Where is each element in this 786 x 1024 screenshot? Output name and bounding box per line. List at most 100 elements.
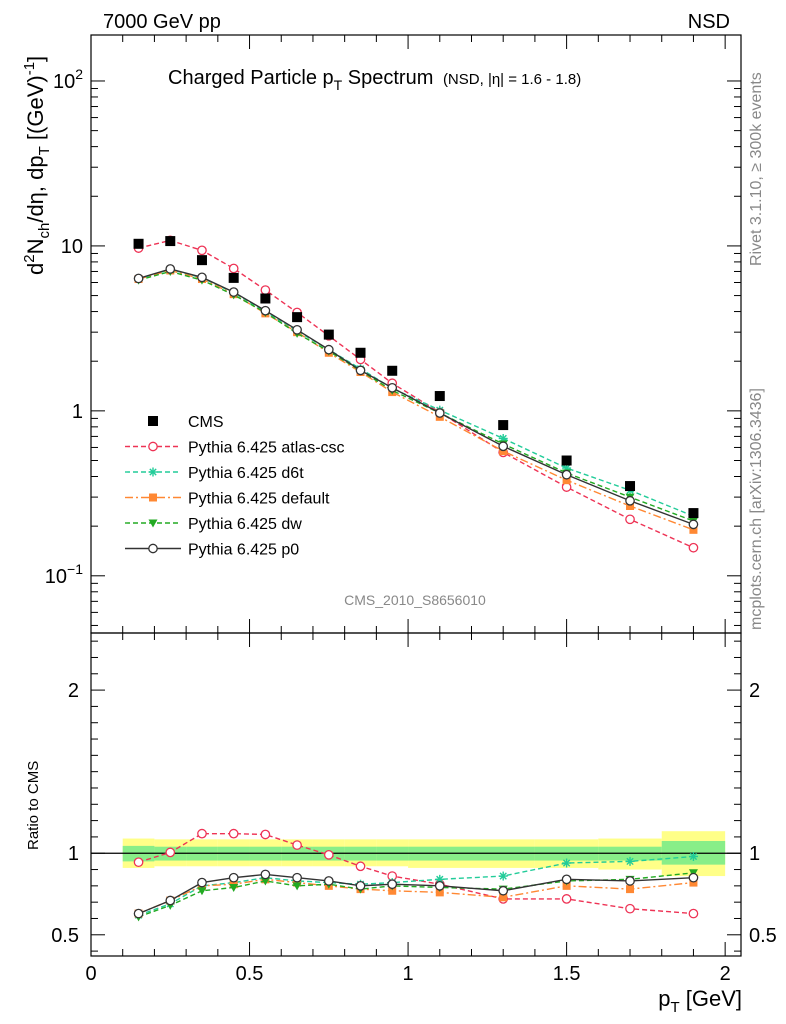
marker-cms <box>133 238 144 249</box>
marker-atlas <box>625 903 635 914</box>
marker-default <box>689 878 698 887</box>
marker-d6t-stroke <box>149 468 157 476</box>
marker-atlas <box>688 542 699 553</box>
marker-cms <box>148 416 158 426</box>
ratio-error-bands <box>91 831 741 877</box>
marker-atlas <box>625 514 635 525</box>
marker-cms <box>561 455 572 466</box>
marker-default <box>562 881 571 890</box>
y-tick-label-bottom: 0.5 <box>51 925 79 947</box>
marker-atlas <box>688 908 699 919</box>
plot-title-tail: Spectrum <box>342 67 433 89</box>
marker-cms <box>434 391 445 402</box>
marker-p0 <box>625 876 635 886</box>
marker-atlas <box>228 828 239 839</box>
rivet-label: Rivet 3.1.10, ≥ 300k events <box>748 72 765 266</box>
marker-atlas <box>133 857 144 868</box>
marker-default <box>626 501 635 510</box>
marker-dw <box>197 887 207 896</box>
marker-cms <box>355 347 366 358</box>
marker-cms <box>625 481 636 492</box>
marker-d6t-stroke <box>562 859 571 867</box>
line-default <box>138 269 694 531</box>
ratio-series-dw <box>134 869 698 922</box>
x-axis-label: pT [GeV] <box>658 986 742 1016</box>
y-tick-label-top: 102 <box>53 66 83 93</box>
marker-p0 <box>228 287 239 297</box>
y-tick-label-bottom-right: 1 <box>749 843 760 865</box>
marker-atlas <box>323 850 334 860</box>
y-tick-label-top: 10−1 <box>45 561 83 588</box>
y-tick-label-exp: −1 <box>67 561 83 577</box>
marker-p0 <box>228 872 239 883</box>
marker-atlas <box>228 263 239 274</box>
marker-p0 <box>355 365 366 376</box>
mcplots-label: mcplots.cern.ch [arXiv:1306.3436] <box>748 388 765 630</box>
ratio-line-atlas <box>138 832 694 915</box>
marker-p0 <box>165 895 176 906</box>
marker-p0 <box>498 885 509 896</box>
y-tick-label-base: 10 <box>61 236 83 258</box>
marker-d6t <box>498 871 508 881</box>
marker-default <box>435 888 444 897</box>
marker-atlas <box>292 840 302 850</box>
marker-d6t <box>688 851 698 861</box>
marker-cms <box>688 508 699 519</box>
marker-atlas <box>165 847 176 858</box>
marker-p0 <box>387 879 398 890</box>
y-tick-label-base: 10 <box>45 566 67 588</box>
legend-item-cms: CMS <box>148 414 224 431</box>
y-tick-label-top: 10 <box>61 236 83 258</box>
x-tick-label: 1 <box>403 963 414 985</box>
marker-default <box>626 885 635 894</box>
marker-atlas <box>260 285 271 295</box>
marker-p0 <box>292 324 302 335</box>
x-tick-label: 0.5 <box>236 963 264 985</box>
y-tick-label-bottom: 1 <box>68 843 79 865</box>
line-atlas <box>138 239 694 549</box>
legend-label-dw: Pythia 6.425 dw <box>188 516 302 533</box>
series-cms <box>133 236 699 519</box>
line-d6t <box>138 268 694 517</box>
x-tick-label: 0 <box>85 963 96 985</box>
marker-p0 <box>323 876 334 886</box>
marker-cms <box>260 293 271 304</box>
line-p0 <box>138 268 694 526</box>
ratio-line-default <box>138 878 694 915</box>
series-p0 <box>133 264 699 530</box>
ratio-line-dw <box>138 872 694 918</box>
line-dw <box>138 270 694 522</box>
legend-label-atlas: Pythia 6.425 atlas-csc <box>188 440 345 457</box>
ratio-line-p0 <box>138 873 694 915</box>
x-tick-label: 1.5 <box>553 963 581 985</box>
legend-item-atlas: Pythia 6.425 atlas-csc <box>125 440 345 457</box>
marker-p0 <box>498 441 509 452</box>
marker-d6t-stroke <box>626 857 634 866</box>
y-tick-label-bottom: 2 <box>68 680 79 702</box>
legend-item-d6t: Pythia 6.425 d6t <box>125 465 304 482</box>
marker-default <box>388 886 397 895</box>
marker-default <box>149 493 157 502</box>
marker-default <box>689 525 698 534</box>
y-tick-label-base: 10 <box>53 71 75 93</box>
marker-p0 <box>323 344 334 355</box>
y-tick-label-top: 1 <box>72 401 83 423</box>
legend-label-cms: CMS <box>188 414 224 431</box>
ratio-plot-frame <box>90 632 742 957</box>
legend-label-p0: Pythia 6.425 p0 <box>188 542 299 559</box>
marker-cms <box>498 420 509 431</box>
marker-atlas <box>197 828 207 839</box>
marker-atlas <box>148 441 158 452</box>
marker-p0 <box>625 495 635 506</box>
y-tick-label-exp: 2 <box>75 66 83 82</box>
marker-p0 <box>133 273 144 284</box>
marker-d6t <box>148 467 158 477</box>
ratio-series-default <box>134 875 698 918</box>
marker-dw <box>292 882 302 891</box>
series-d6t <box>134 264 698 521</box>
marker-d6t-stroke <box>689 852 698 861</box>
marker-p0 <box>434 408 445 418</box>
series-dw <box>134 267 698 526</box>
marker-p0 <box>387 382 398 393</box>
